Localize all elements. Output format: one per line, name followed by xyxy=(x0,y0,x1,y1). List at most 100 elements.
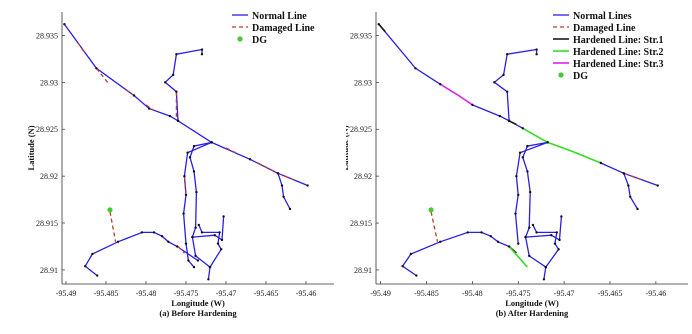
bus-node xyxy=(184,242,188,245)
bus-node xyxy=(191,235,194,239)
bus-node xyxy=(544,265,547,269)
y-tick-label: 28.925 xyxy=(350,125,372,134)
bus-node xyxy=(622,172,625,175)
bus-node xyxy=(528,190,532,194)
bus-node xyxy=(176,245,179,248)
bus-node xyxy=(200,53,204,56)
bus-node xyxy=(220,248,223,251)
x-tick-label: -95.47 xyxy=(216,289,237,298)
figure-caption: (a) Before Hardening xyxy=(159,308,237,318)
x-tick-label: -95.46 xyxy=(296,289,317,298)
bus-node xyxy=(195,190,198,194)
legend-label: Hardened Line: Str.3 xyxy=(573,59,663,70)
bus-node xyxy=(557,248,560,251)
bus-node xyxy=(167,240,170,243)
bus-node xyxy=(517,193,520,197)
bus-node xyxy=(216,242,220,245)
bus-node xyxy=(116,240,120,243)
bus-node xyxy=(507,119,511,123)
y-tick-label: 28.91 xyxy=(354,266,372,275)
bus-node xyxy=(194,226,197,229)
hardened2-line-segment xyxy=(508,245,528,268)
normal-line-segment xyxy=(623,173,639,210)
normal-line-segment xyxy=(378,23,441,85)
x-tick-label: -95.485 xyxy=(94,289,119,298)
x-tick-label: -95.46 xyxy=(646,289,667,298)
bus-node xyxy=(187,259,190,262)
bus-node xyxy=(518,151,522,154)
bus-node xyxy=(514,212,517,215)
y-tick-label: 28.92 xyxy=(40,172,58,181)
dg-point xyxy=(107,207,113,213)
legend-dg-marker xyxy=(237,36,243,42)
bus-node xyxy=(636,207,639,211)
damaged-line-segment xyxy=(277,172,295,181)
dg-point xyxy=(428,207,434,213)
bus-node xyxy=(599,161,603,165)
bus-node xyxy=(558,238,561,242)
damaged-line-segment xyxy=(77,42,86,54)
chart-before-hardening: -95.49 -95.485 -95.48 -95.475 -95.47 -95.465 -… xyxy=(26,11,334,318)
bus-node xyxy=(200,48,204,51)
x-axis-label: Longitude (W) xyxy=(505,298,559,308)
hardened1-line-segment xyxy=(378,23,386,33)
bus-node xyxy=(213,234,216,237)
hardened2-line-segment xyxy=(522,127,602,164)
bus-node xyxy=(506,53,509,56)
bus-node xyxy=(535,231,538,234)
x-tick-label: -95.465 xyxy=(598,289,623,298)
bus-node xyxy=(535,53,538,56)
damaged-line-segment xyxy=(109,211,117,242)
bus-node xyxy=(493,81,496,84)
bus-node xyxy=(152,231,156,234)
hardened3-line-segment xyxy=(439,83,473,106)
normal-line-segment xyxy=(192,216,225,242)
x-tick-label: -95.48 xyxy=(136,289,157,298)
bus-node xyxy=(197,223,200,227)
legend-dg-marker xyxy=(558,72,564,78)
bus-node xyxy=(524,235,527,239)
normal-line-segment xyxy=(63,23,308,187)
x-tick-label: -95.475 xyxy=(174,289,199,298)
damaged-line-segment xyxy=(125,89,139,99)
bus-node xyxy=(164,81,167,84)
bus-node xyxy=(480,231,483,234)
bus-node xyxy=(96,274,99,277)
y-tick-label: 28.91 xyxy=(40,266,58,275)
bus-node xyxy=(471,103,474,107)
bus-node xyxy=(506,90,509,93)
bus-node xyxy=(192,265,196,269)
bus-node xyxy=(656,184,659,187)
damaged-line-segment xyxy=(430,211,439,242)
normal-line-segment xyxy=(189,141,212,280)
bus-node xyxy=(550,234,553,237)
bus-node xyxy=(210,141,213,144)
normal-line-segment xyxy=(525,216,563,241)
bus-node xyxy=(140,231,144,234)
y-axis-label: Latitude (N) xyxy=(346,125,350,170)
bus-node xyxy=(95,67,98,70)
bus-node xyxy=(542,278,546,281)
bus-node xyxy=(63,22,66,26)
bus-node xyxy=(84,264,87,268)
damaged-line-segment xyxy=(145,104,155,112)
x-tick-label: -95.47 xyxy=(554,289,575,298)
bus-node xyxy=(168,114,172,118)
legend-label: Hardened Line: Str.2 xyxy=(573,47,663,58)
damaged-line-segment xyxy=(95,67,109,83)
bus-node xyxy=(248,158,252,161)
legend-label: DG xyxy=(573,71,588,82)
bus-node xyxy=(208,265,212,269)
legend-label: DG xyxy=(252,35,267,46)
legend-label: Hardened Line: Str.1 xyxy=(573,35,663,46)
bus-node xyxy=(280,184,284,187)
bus-node xyxy=(186,151,189,154)
y-tick-label: 28.935 xyxy=(350,31,372,40)
bus-node xyxy=(627,184,630,187)
damaged-line-segment xyxy=(257,162,275,172)
bus-node xyxy=(553,242,557,245)
bus-node xyxy=(466,231,469,234)
normal-line-segment xyxy=(401,231,510,277)
bus-node xyxy=(439,240,442,243)
